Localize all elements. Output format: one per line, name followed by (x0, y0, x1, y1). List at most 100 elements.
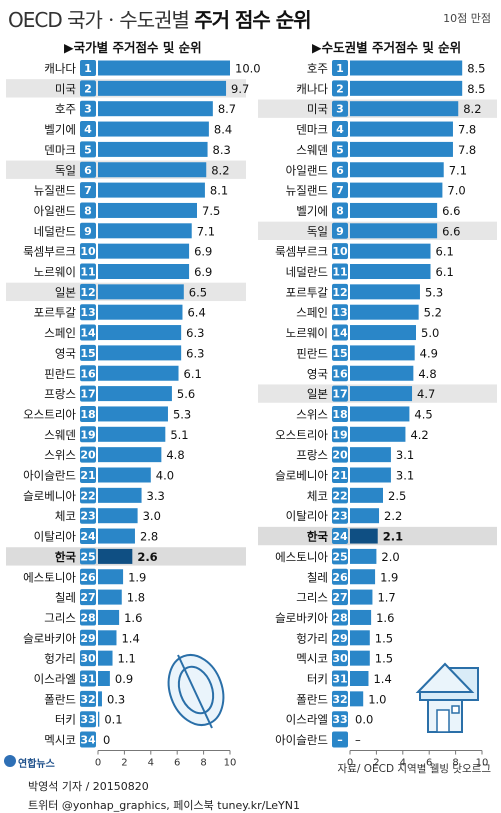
rank-label: 23 (80, 510, 95, 523)
bar (98, 711, 100, 727)
rank-badge (332, 60, 348, 76)
value-label: 6.3 (186, 346, 204, 360)
value-label: 6.1 (184, 367, 202, 381)
rank-label: 29 (80, 632, 95, 645)
rank-badge (332, 100, 348, 117)
rank-badge (80, 446, 96, 463)
category-label: 일본 (307, 387, 328, 401)
bar (350, 569, 376, 585)
rank-badge (80, 650, 96, 667)
x-tick-label: 2 (121, 758, 127, 769)
oecd-seal-icon (167, 654, 225, 729)
category-label: 슬로베니아 (23, 489, 76, 503)
social-line: 트위터 @yonhap_graphics, 페이스북 tuney.kr/LeYN… (28, 799, 300, 812)
value-label: 1.0 (368, 692, 386, 706)
value-label: 6.1 (436, 245, 454, 259)
value-label: 8.3 (213, 143, 231, 157)
bar (98, 569, 124, 585)
rank-badge (80, 243, 96, 260)
category-label: 뉴질랜드 (286, 184, 328, 198)
value-label: 2.1 (383, 530, 403, 544)
value-label: 7.8 (458, 143, 476, 157)
category-label: 포르투갈 (286, 285, 329, 299)
rank-label: 10 (332, 245, 348, 258)
rank-label: 22 (80, 489, 95, 502)
rank-label: 12 (80, 286, 95, 299)
value-label: 7.0 (447, 184, 465, 198)
bar (98, 671, 110, 686)
rank-label: 3 (84, 103, 92, 116)
value-label: 4.2 (410, 428, 428, 442)
rank-label: 33 (332, 713, 347, 726)
rank-badge (332, 711, 348, 728)
value-label: 6.3 (186, 326, 204, 340)
category-label: 에스토니아 (23, 570, 76, 584)
bar (98, 182, 205, 198)
category-label: 스페인 (296, 306, 328, 320)
category-label: 슬로베니아 (275, 469, 328, 483)
category-label: 체코 (55, 509, 76, 523)
rank-badge (332, 344, 348, 361)
bar (98, 60, 230, 76)
value-label: – (355, 733, 361, 747)
bar (98, 528, 135, 544)
bar (98, 365, 179, 381)
bar (350, 671, 369, 686)
title-light: OECD 국가ㆍ수도권별 (8, 8, 195, 32)
value-label: 6.6 (442, 204, 460, 218)
bar (98, 243, 190, 259)
category-label: 독일 (55, 163, 76, 177)
value-label: 7.5 (202, 204, 220, 218)
category-label: 스페인 (44, 326, 76, 340)
rank-badge (332, 650, 348, 667)
category-label: 터키 (307, 672, 328, 686)
category-label: 아일랜드 (286, 163, 328, 177)
category-label: 스위스 (44, 448, 76, 462)
rank-label: 1 (84, 62, 92, 75)
bar (98, 223, 192, 239)
rank-badge (80, 690, 96, 707)
rank-label: 6 (336, 164, 344, 177)
x-tick-label: 4 (148, 758, 154, 769)
rank-badge (80, 141, 96, 158)
yonhap-logo-icon (4, 755, 16, 767)
rank-label: 23 (332, 510, 347, 523)
value-label: 0.9 (115, 672, 133, 686)
rank-badge (80, 263, 96, 280)
bar (98, 162, 207, 178)
value-label: 0.3 (107, 692, 125, 706)
category-label: 슬로바키아 (23, 631, 76, 645)
bar (350, 426, 406, 442)
rank-label: 1 (336, 62, 344, 75)
category-label: 스위스 (296, 407, 328, 421)
rank-badge (80, 507, 96, 524)
bar (350, 691, 364, 707)
rank-label: 20 (80, 449, 96, 462)
rank-label: 21 (80, 469, 95, 482)
rank-label: 11 (80, 266, 95, 279)
rank-label: 33 (80, 713, 95, 726)
rank-label: 16 (332, 367, 348, 380)
rank-label: 7 (336, 184, 344, 197)
category-label: 이탈리아 (286, 509, 329, 523)
rank-label: 14 (80, 327, 96, 340)
bar (350, 60, 463, 76)
rank-label: 13 (332, 306, 347, 319)
value-label: 1.1 (118, 652, 136, 666)
value-label: 8.5 (467, 62, 485, 76)
category-label: 스웨덴 (44, 428, 76, 442)
bar (350, 121, 453, 137)
rank-badge (332, 283, 348, 300)
rank-badge (80, 609, 96, 626)
rank-badge (80, 405, 96, 422)
rank-label: 19 (332, 428, 347, 441)
rank-label: 26 (332, 571, 348, 584)
category-label: 칠레 (55, 591, 76, 605)
category-label: 헝가리 (44, 652, 76, 666)
category-label: 오스트리아 (275, 428, 328, 442)
rank-label: 7 (84, 184, 92, 197)
bar (350, 264, 431, 279)
rank-label: 32 (332, 693, 347, 706)
rank-label: 31 (80, 673, 95, 686)
category-label: 덴마크 (296, 123, 328, 137)
